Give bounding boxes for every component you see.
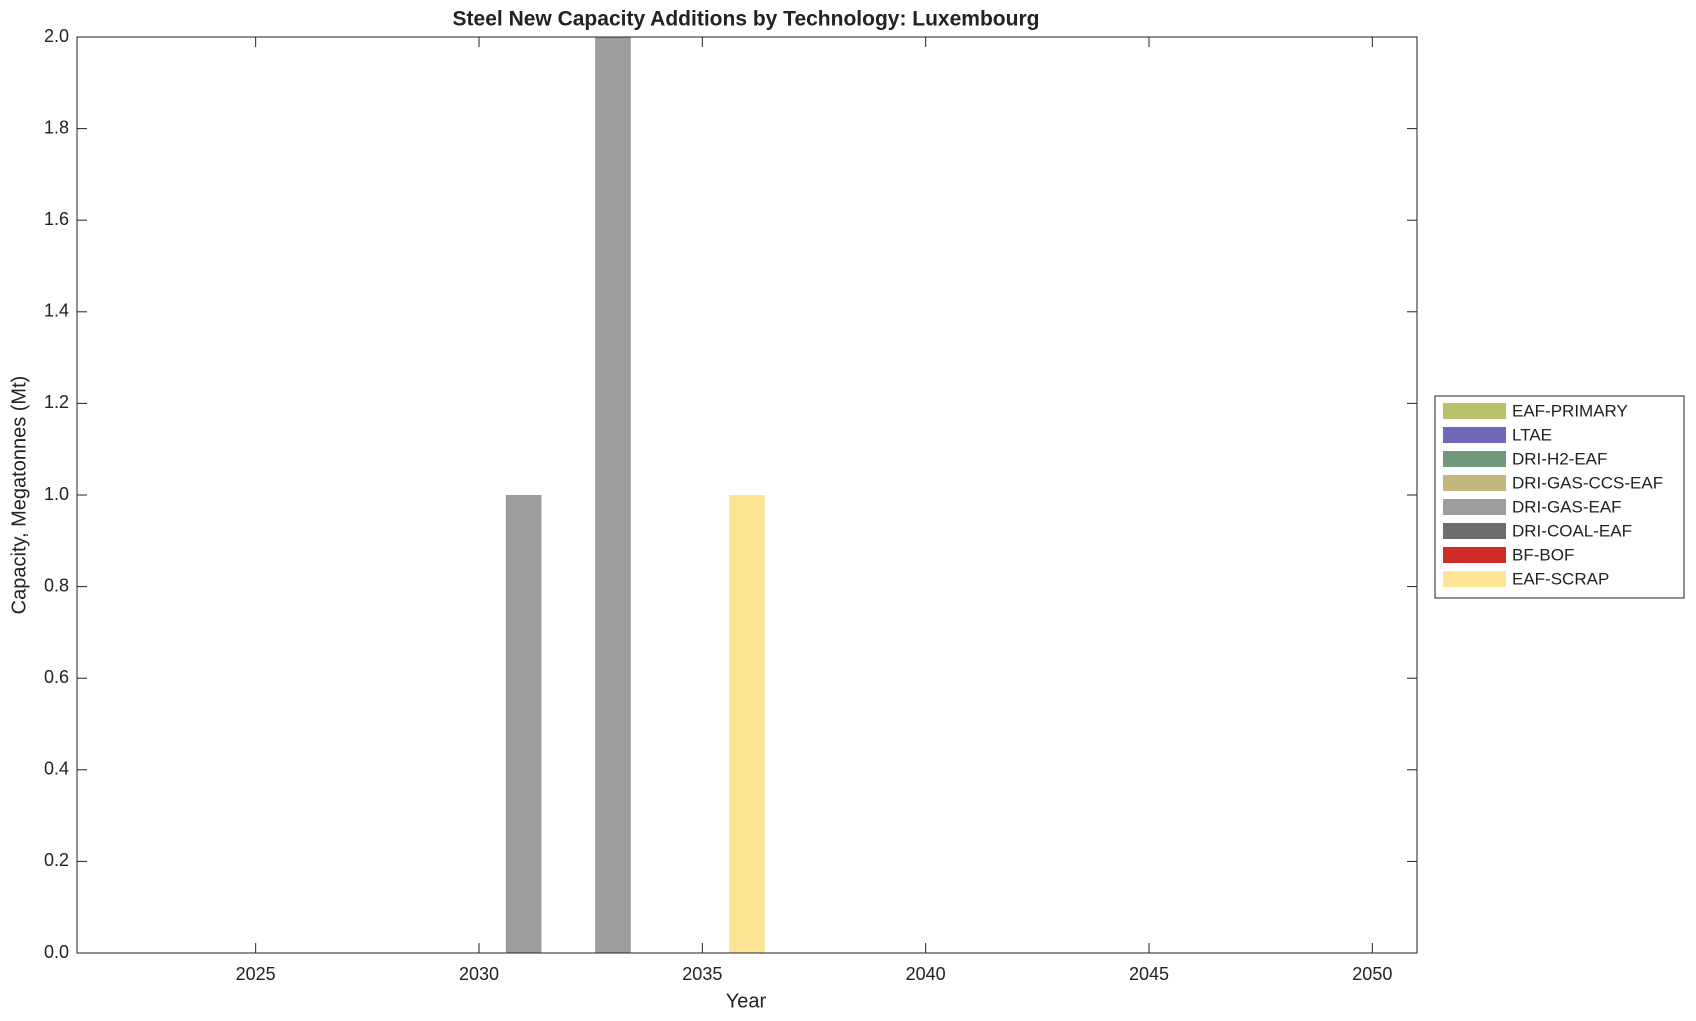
bar-segment — [595, 37, 631, 953]
legend-label: DRI-GAS-CCS-EAF — [1512, 473, 1663, 492]
legend-label: DRI-COAL-EAF — [1512, 521, 1632, 540]
legend-label: DRI-H2-EAF — [1512, 449, 1607, 468]
x-tick-label: 2045 — [1129, 964, 1169, 984]
legend-swatch — [1443, 451, 1506, 467]
y-tick-label: 1.8 — [44, 117, 69, 137]
legend-swatch — [1443, 523, 1506, 539]
y-tick-label: 0.0 — [44, 942, 69, 962]
y-tick-label: 1.2 — [44, 392, 69, 412]
legend-label: EAF-PRIMARY — [1512, 401, 1628, 420]
bar-segment — [729, 495, 765, 953]
y-tick-label: 0.6 — [44, 667, 69, 687]
y-tick-label: 0.4 — [44, 759, 69, 779]
y-axis-label: Capacity, Megatonnes (Mt) — [8, 376, 30, 615]
x-tick-label: 2035 — [682, 964, 722, 984]
bar-segment — [505, 495, 542, 953]
legend-swatch — [1443, 475, 1506, 491]
chart-title: Steel New Capacity Additions by Technolo… — [453, 8, 1040, 31]
legend-swatch — [1443, 427, 1506, 443]
y-tick-label: 0.2 — [44, 850, 69, 870]
legend-swatch — [1443, 499, 1506, 515]
legend-swatch — [1443, 547, 1506, 563]
x-axis-label: Year — [726, 990, 767, 1012]
y-tick-label: 1.4 — [44, 301, 69, 321]
legend-label: EAF-SCRAP — [1512, 569, 1609, 588]
y-tick-label: 1.6 — [44, 209, 69, 229]
y-tick-label: 0.8 — [44, 575, 69, 595]
y-tick-label: 2.0 — [44, 26, 69, 46]
x-tick-label: 2030 — [459, 964, 499, 984]
legend-label: LTAE — [1512, 425, 1552, 444]
x-tick-label: 2025 — [236, 964, 276, 984]
legend-label: BF-BOF — [1512, 545, 1574, 564]
x-tick-label: 2040 — [906, 964, 946, 984]
legend-swatch — [1443, 403, 1506, 419]
x-tick-label: 2050 — [1352, 964, 1392, 984]
legend-label: DRI-GAS-EAF — [1512, 497, 1622, 516]
y-tick-label: 1.0 — [44, 484, 69, 504]
legend-swatch — [1443, 571, 1506, 587]
